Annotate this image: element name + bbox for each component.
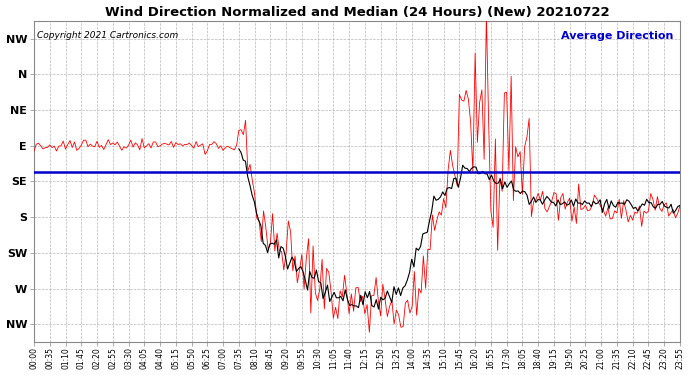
Text: Average Direction: Average Direction bbox=[561, 31, 673, 41]
Text: Copyright 2021 Cartronics.com: Copyright 2021 Cartronics.com bbox=[37, 31, 179, 40]
Title: Wind Direction Normalized and Median (24 Hours) (New) 20210722: Wind Direction Normalized and Median (24… bbox=[105, 6, 609, 18]
